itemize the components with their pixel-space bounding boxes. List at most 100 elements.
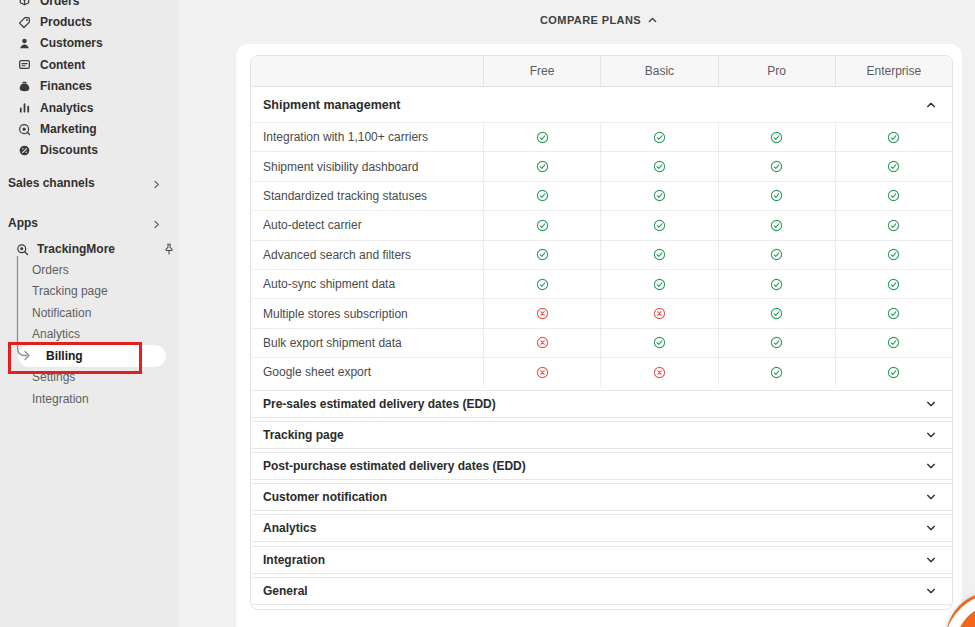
sidebar-item-label: Analytics [40, 101, 93, 115]
sidebar-subitem-integration[interactable]: Integration [0, 388, 178, 410]
pin-icon[interactable] [163, 242, 175, 260]
check-circle-icon [770, 131, 783, 144]
sidebar-subitem-notification[interactable]: Notification [0, 302, 178, 324]
plan-availability-cell [483, 123, 600, 151]
sidebar-subitem-analytics[interactable]: Analytics [0, 324, 178, 346]
compare-plans-button[interactable]: COMPARE PLANS [236, 10, 962, 30]
cross-circle-icon [536, 307, 549, 320]
plan-availability-cell [835, 182, 952, 210]
apps-label: Apps [0, 216, 38, 230]
plan-availability-cell [483, 358, 600, 386]
sidebar-item-label: Customers [40, 36, 103, 50]
plan-availability-cell [718, 329, 835, 357]
sidebar-subitem-label: Orders [32, 263, 69, 277]
chevron-up-icon [647, 11, 658, 29]
check-circle-icon [887, 131, 900, 144]
plan-availability-cell [600, 211, 717, 239]
section-title: Analytics [263, 521, 925, 535]
sidebar-section-sales-channels[interactable]: Sales channels [0, 175, 178, 191]
sidebar-item-trackingmore[interactable]: TrackingMore [0, 240, 194, 258]
feature-name: Standardized tracking statuses [251, 182, 483, 210]
app-name-label: TrackingMore [37, 242, 115, 256]
plan-availability-cell [600, 182, 717, 210]
plan-availability-cell [835, 123, 952, 151]
check-circle-icon [887, 307, 900, 320]
sidebar-subitem-settings[interactable]: Settings [0, 367, 178, 389]
content-icon [18, 58, 31, 71]
check-circle-icon [887, 336, 900, 349]
plan-availability-cell [718, 123, 835, 151]
products-icon [18, 16, 31, 29]
check-circle-icon [536, 248, 549, 261]
sidebar-item-finances[interactable]: Finances [0, 76, 178, 97]
cross-circle-icon [653, 307, 666, 320]
chevron-down-icon [925, 519, 937, 537]
check-circle-icon [887, 189, 900, 202]
check-circle-icon [653, 160, 666, 173]
sidebar-subitem-tracking-page[interactable]: Tracking page [0, 281, 178, 303]
sidebar-item-content[interactable]: Content [0, 54, 178, 75]
section-title: General [263, 584, 925, 598]
sales-channels-label: Sales channels [0, 176, 95, 190]
check-circle-icon [536, 278, 549, 291]
chevron-down-icon [925, 488, 937, 506]
sidebar-item-marketing[interactable]: Marketing [0, 118, 178, 139]
plan-availability-cell [600, 152, 717, 180]
plan-availability-cell [718, 152, 835, 180]
plan-availability-cell [718, 299, 835, 327]
sidebar-item-label: Discounts [40, 143, 98, 157]
plan-column-header-free: Free [483, 56, 600, 86]
plan-availability-cell [835, 299, 952, 327]
plan-availability-cell [835, 152, 952, 180]
chat-widget-button[interactable] [946, 592, 975, 627]
sidebar-item-products[interactable]: Products [0, 11, 178, 32]
section-header-shipment-management[interactable]: Shipment management [251, 87, 952, 122]
sidebar-item-label: Orders [40, 0, 79, 8]
section-title: Shipment management [263, 98, 925, 112]
sidebar-item-customers[interactable]: Customers [0, 33, 178, 54]
plans-card: FreeBasicProEnterprise Shipment manageme… [236, 44, 962, 627]
sidebar-section-apps[interactable]: Apps [0, 215, 178, 231]
feature-row: Auto-detect carrier [251, 210, 952, 239]
sidebar-item-discounts[interactable]: Discounts [0, 140, 178, 161]
section-header-tracking-page[interactable]: Tracking page [251, 421, 952, 449]
plan-availability-cell [718, 211, 835, 239]
section-header-post-purchase-estimated-delivery-dates-edd[interactable]: Post-purchase estimated delivery dates (… [251, 452, 952, 480]
sidebar-item-analytics[interactable]: Analytics [0, 97, 178, 118]
check-circle-icon [887, 366, 900, 379]
section-header-integration[interactable]: Integration [251, 546, 952, 574]
sidebar-subitem-orders[interactable]: Orders [0, 259, 178, 281]
marketing-icon [18, 123, 31, 136]
sidebar-subitem-billing[interactable]: Billing [0, 345, 178, 367]
sidebar-subitem-label: Notification [32, 306, 91, 320]
sidebar-item-orders[interactable]: Orders [0, 0, 178, 11]
plan-availability-cell [718, 182, 835, 210]
feature-name: Bulk export shipment data [251, 329, 483, 357]
feature-column-header-empty [251, 56, 483, 86]
feature-row: Standardized tracking statuses [251, 181, 952, 210]
chat-widget-logo [946, 592, 975, 627]
feature-name: Auto-sync shipment data [251, 270, 483, 298]
section-header-pre-sales-estimated-delivery-dates-edd[interactable]: Pre-sales estimated delivery dates (EDD) [251, 390, 952, 418]
section-title: Tracking page [263, 428, 925, 442]
feature-name: Advanced search and filters [251, 241, 483, 269]
sidebar-subitem-label: Analytics [32, 327, 80, 341]
cross-circle-icon [536, 366, 549, 379]
plan-availability-cell [600, 241, 717, 269]
chevron-down-icon [925, 551, 937, 569]
section-header-analytics[interactable]: Analytics [251, 514, 952, 542]
check-circle-icon [653, 131, 666, 144]
sidebar-subitem-label: Settings [32, 370, 75, 384]
check-circle-icon [887, 278, 900, 291]
check-circle-icon [653, 219, 666, 232]
sidebar-item-label: Finances [40, 79, 92, 93]
section-header-customer-notification[interactable]: Customer notification [251, 483, 952, 511]
plan-availability-cell [600, 358, 717, 386]
section-header-general[interactable]: General [251, 577, 952, 605]
collapsed-sections: Pre-sales estimated delivery dates (EDD)… [251, 390, 952, 605]
check-circle-icon [653, 336, 666, 349]
plan-column-header-enterprise: Enterprise [835, 56, 952, 86]
chevron-down-icon [925, 426, 937, 444]
check-circle-icon [770, 278, 783, 291]
plan-availability-cell [718, 358, 835, 386]
